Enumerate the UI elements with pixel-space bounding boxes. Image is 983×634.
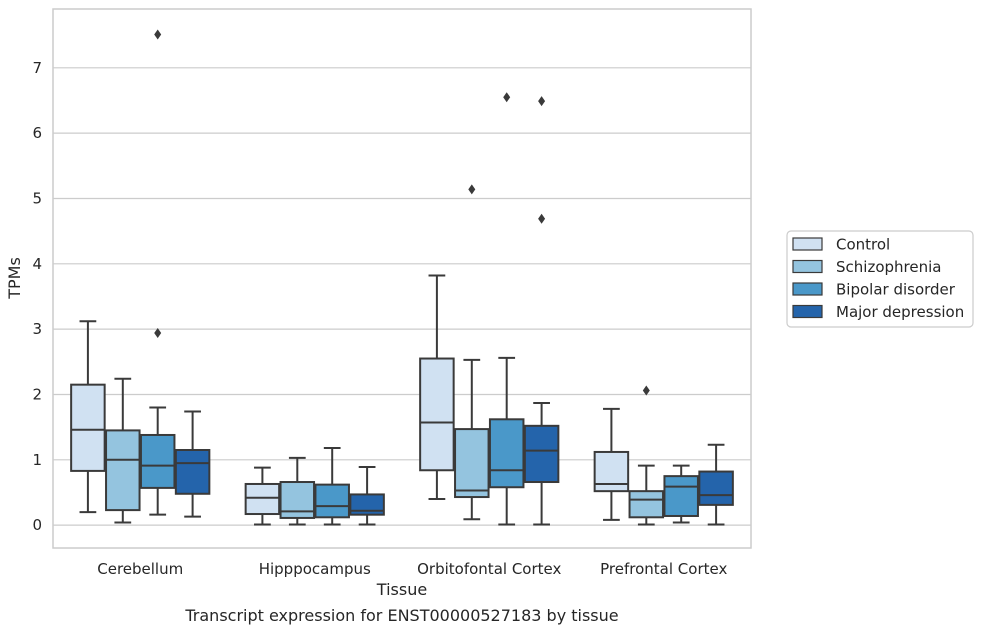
legend-frame [786,230,974,328]
box [523,424,560,484]
box [244,482,281,516]
box-plot-item [593,407,630,521]
box-plot-item [244,466,281,526]
plot-area-frame [52,8,752,549]
box-plot-item [628,385,665,526]
outlier-point [468,184,476,195]
legend-label: Schizophrenia [836,258,941,276]
box [349,493,385,516]
box [105,429,141,512]
y-tick-labels: 0 1 2 3 4 5 6 7 [32,59,42,534]
y-tick-label: 2 [32,385,42,403]
y-tick-label: 4 [32,255,42,273]
y-tick-label: 0 [32,516,42,534]
box [628,490,665,519]
box-plot-item [139,29,176,516]
box [454,428,490,499]
box-plot-item [174,410,211,518]
y-tick-label: 3 [32,320,42,338]
x-tick-label: Orbitofontal Cortex [417,560,561,578]
box-plot-item [70,320,106,514]
legend: Control Schizophrenia Bipolar disorder Majo… [786,230,974,328]
x-axis-label: Tissue [376,580,427,599]
box-plot-item [314,447,350,526]
box-plot-item [105,377,141,524]
outlier-point [154,29,162,40]
box [70,383,106,472]
box-plot-item [663,464,699,524]
legend-swatch [792,237,823,251]
legend-swatch [792,304,823,319]
legend-swatch [792,259,823,274]
x-tick-label: Cerebellum [97,560,183,578]
box [279,481,316,519]
x-tick-labels: Cerebellum Hipppocampus Orbitofontal Corte… [97,560,727,578]
box-plot-item [523,96,560,526]
box [593,450,630,493]
legend-label: Major depression [836,303,964,321]
legend-swatch [792,282,823,296]
box [139,433,176,489]
outlier-point [154,328,162,339]
boxes-layer [70,29,734,526]
outlier-point [503,92,511,103]
legend-label: Bipolar disorder [836,281,956,299]
y-tick-label: 1 [32,451,42,469]
box-plot-item [454,184,490,521]
box [174,449,211,495]
y-axis-label: TPMs [5,257,24,300]
y-tick-label: 5 [32,189,42,207]
outlier-point [642,385,650,396]
box-plot-item [488,92,525,526]
box-plot-item [279,456,316,526]
x-tick-label: Hipppocampus [259,560,371,578]
outlier-point [538,96,546,107]
chart-caption: Transcript expression for ENST0000052718… [185,606,619,625]
outlier-point [538,213,546,224]
box-plot-item [419,274,455,500]
x-tick-label: Prefrontal Cortex [600,560,727,578]
box [314,483,350,519]
box [488,418,525,489]
box [419,357,455,472]
y-tick-label: 7 [32,59,42,77]
box-plot-item [349,465,385,526]
y-tick-label: 6 [32,124,42,142]
box [663,475,699,517]
box [698,470,734,506]
box-plot-item [698,443,734,526]
legend-label: Control [836,236,890,254]
